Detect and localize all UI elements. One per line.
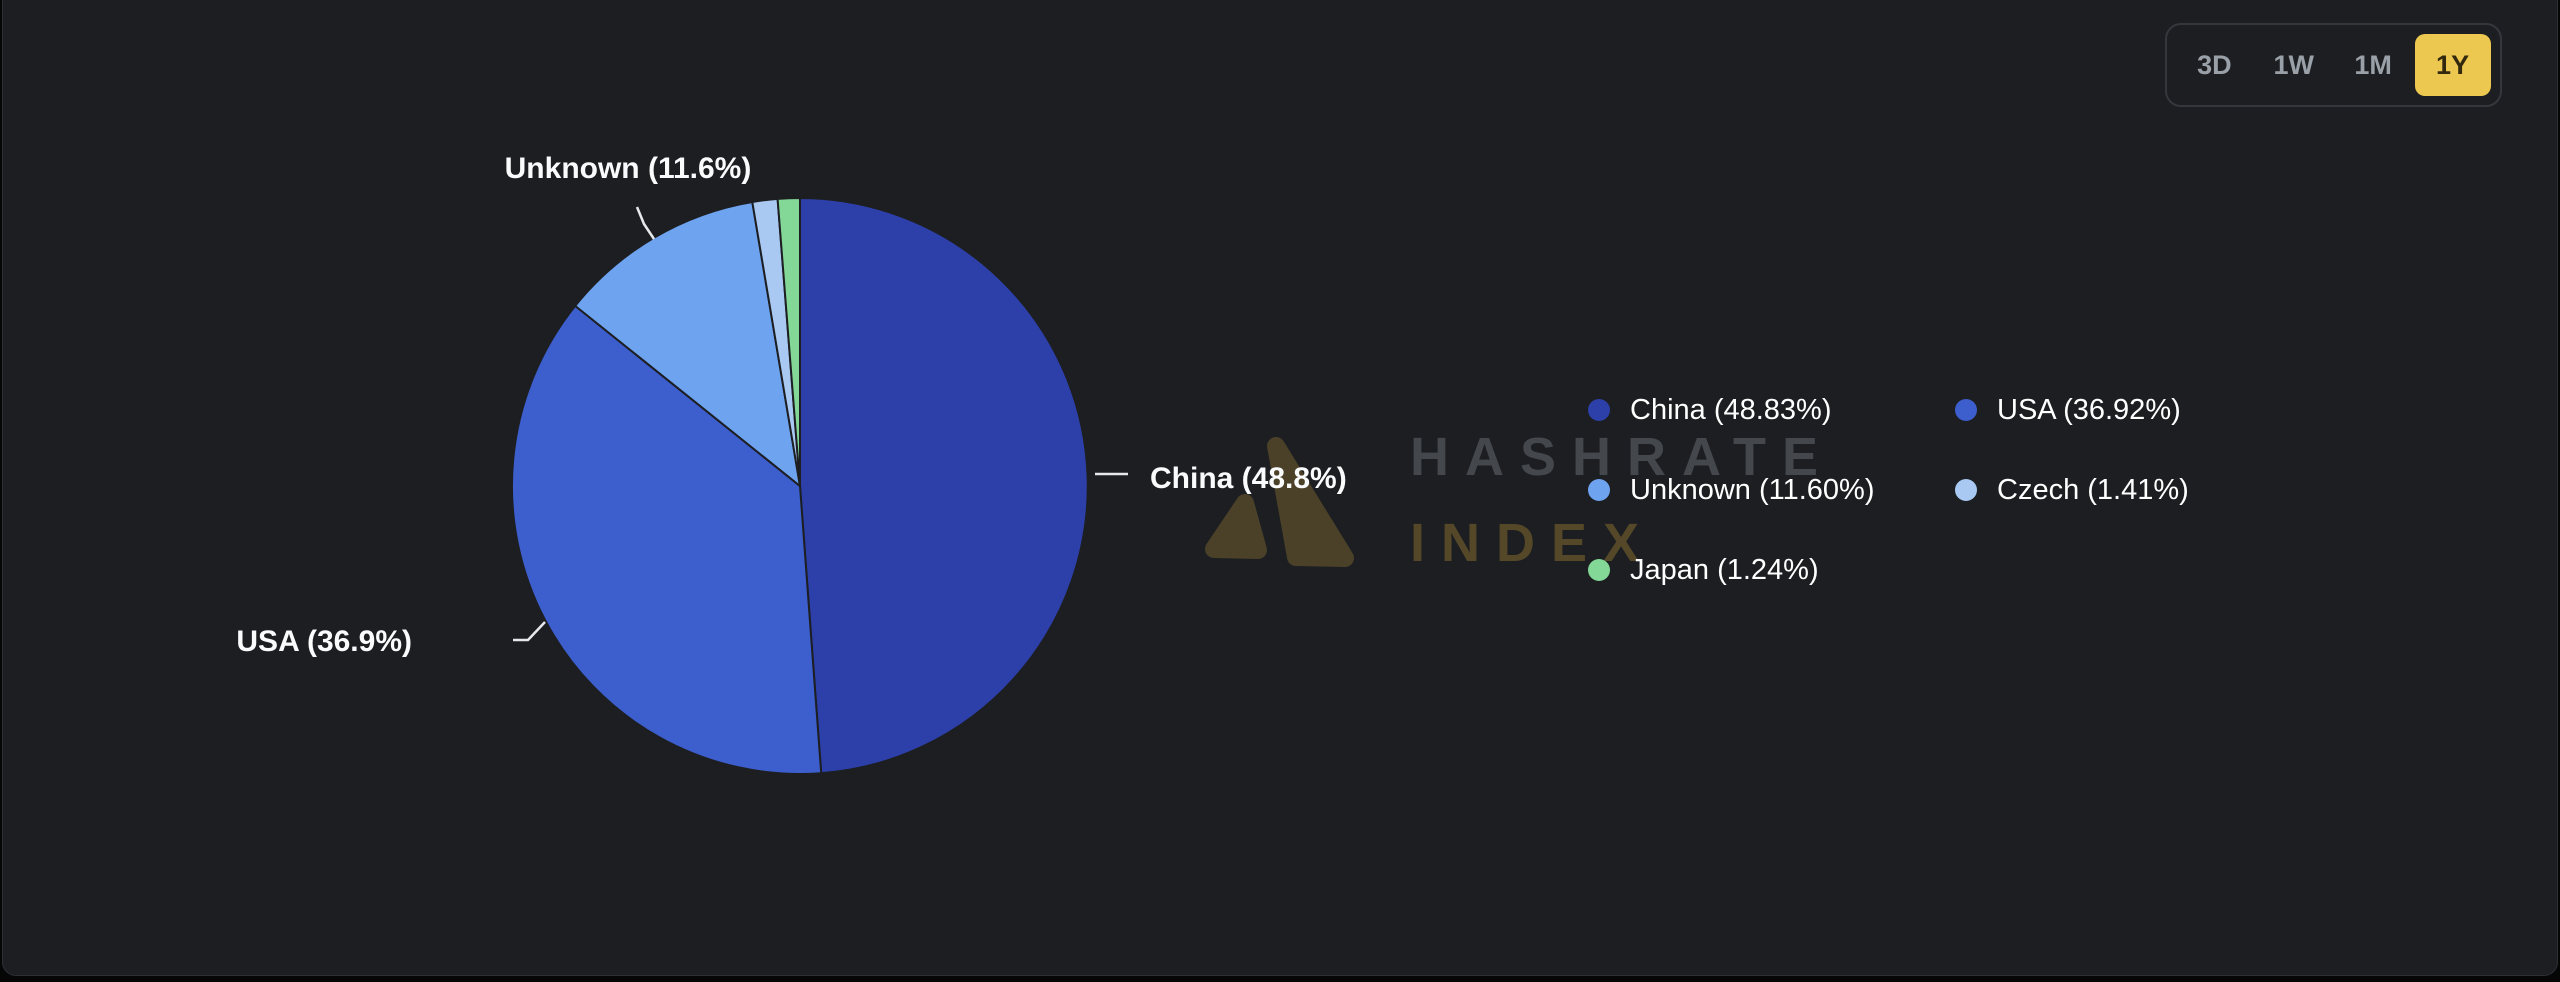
pie-slice-china[interactable]: [799, 197, 1089, 775]
pie-slices: [510, 197, 1089, 775]
legend-item-czech[interactable]: Czech (1.41%): [1955, 474, 2189, 507]
legend-item-unknown[interactable]: Unknown (11.60%): [1588, 474, 1955, 507]
legend-label-china: China (48.83%): [1630, 393, 1832, 426]
time-range-button-3d[interactable]: 3D: [2197, 49, 2232, 80]
leader-line-usa: [513, 621, 546, 642]
callout-label-china: China (48.8%): [1150, 462, 1347, 495]
watermark-logo-icon: [1205, 437, 1354, 567]
leader-line-unknown: [635, 206, 656, 240]
legend-dot-usa-icon: [1955, 399, 1977, 421]
legend-label-unknown: Unknown (11.60%): [1630, 473, 1875, 506]
time-range-button-1w[interactable]: 1W: [2273, 49, 2315, 80]
legend-label-czech: Czech (1.41%): [1997, 473, 2189, 506]
pie-slice-japan[interactable]: [776, 197, 801, 487]
legend-dot-unknown-icon: [1588, 479, 1610, 501]
legend-item-china[interactable]: China (48.83%): [1588, 394, 1955, 427]
legend-dot-japan-icon: [1588, 559, 1610, 581]
legend-label-usa: USA (36.92%): [1997, 393, 2181, 426]
legend-item-japan[interactable]: Japan (1.24%): [1588, 554, 1955, 587]
pie-slice-usa[interactable]: [510, 304, 823, 775]
watermark-hashrate-text: HASHRATE: [1410, 427, 1834, 487]
time-range-selector: 3D 1W 1M 1Y: [2165, 23, 2502, 107]
callout-label-usa: USA (36.9%): [236, 625, 412, 658]
callout-label-unknown: Unknown (11.6%): [505, 152, 752, 185]
time-range-button-1m[interactable]: 1M: [2354, 49, 2392, 80]
legend-dot-czech-icon: [1955, 479, 1977, 501]
legend-item-usa[interactable]: USA (36.92%): [1955, 394, 2189, 427]
time-range-button-1y[interactable]: 1Y: [2414, 34, 2491, 96]
chart-legend: China (48.83%) USA (36.92%) Unknown (11.…: [1588, 390, 2189, 590]
legend-label-japan: Japan (1.24%): [1630, 553, 1819, 586]
legend-dot-china-icon: [1588, 399, 1610, 421]
